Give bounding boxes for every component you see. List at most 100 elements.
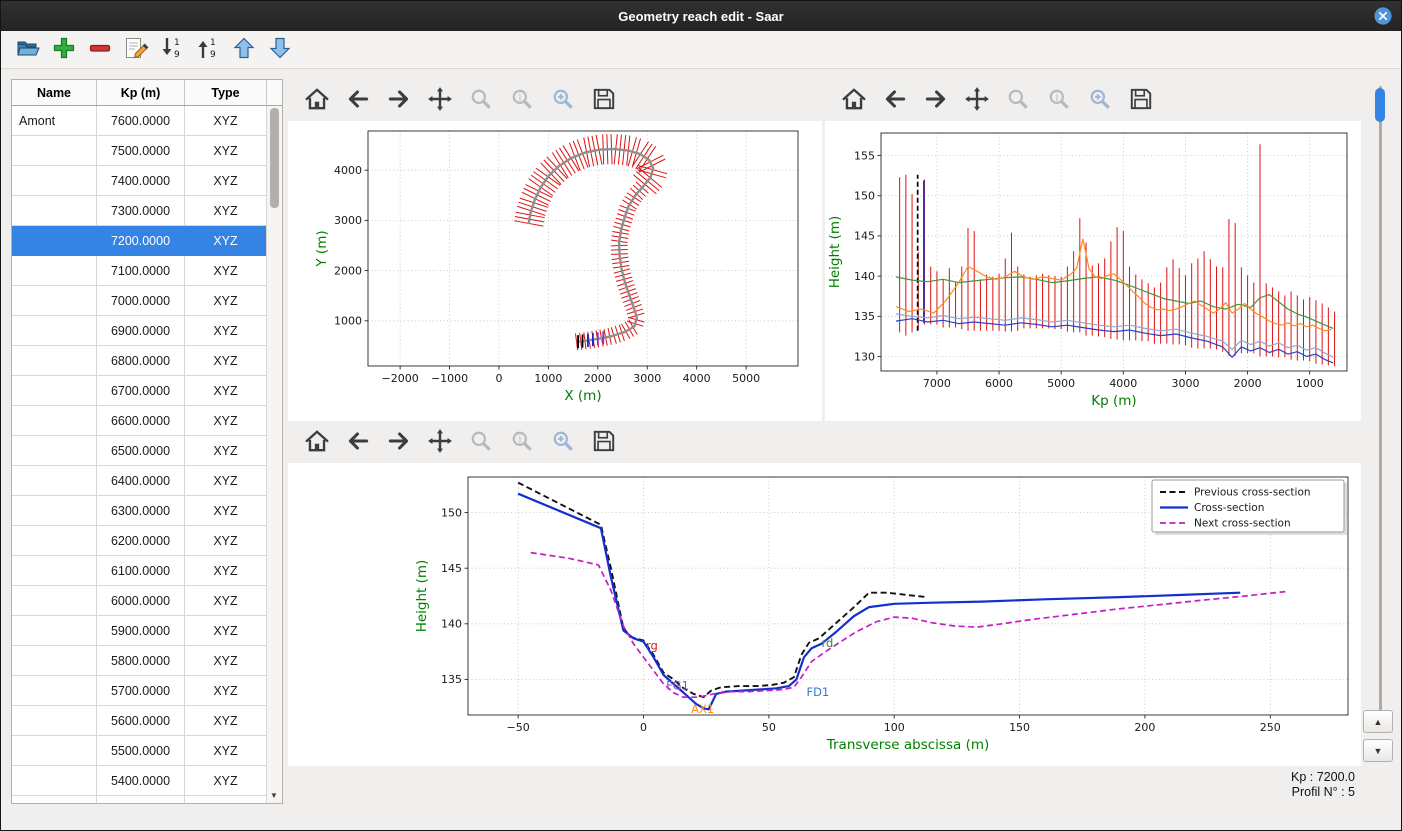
remove-profile-button[interactable] (85, 35, 115, 65)
cell-type[interactable]: XYZ (185, 436, 267, 466)
cell-name[interactable] (12, 586, 97, 616)
cell-name[interactable] (12, 436, 97, 466)
cell-name[interactable] (12, 526, 97, 556)
cell-kp[interactable]: 7200.0000 (97, 226, 185, 256)
zoom-info-button[interactable]: i (509, 87, 535, 113)
cell-kp[interactable]: 7100.0000 (97, 256, 185, 286)
cell-kp[interactable]: 6700.0000 (97, 376, 185, 406)
cell-kp[interactable]: 6500.0000 (97, 436, 185, 466)
cell-name[interactable] (12, 346, 97, 376)
cell-type[interactable]: XYZ (185, 136, 267, 166)
cell-kp[interactable]: 6300.0000 (97, 496, 185, 526)
table-row[interactable]: 6400.0000 XYZ (12, 466, 267, 496)
cell-kp[interactable]: 7000.0000 (97, 286, 185, 316)
table-row[interactable]: 7400.0000 XYZ (12, 166, 267, 196)
pan-button[interactable] (427, 428, 453, 455)
cell-kp[interactable]: 5400.0000 (97, 766, 185, 796)
zoom-button[interactable] (468, 429, 494, 455)
cell-kp[interactable]: 6000.0000 (97, 586, 185, 616)
zoom-rect-button[interactable] (550, 429, 576, 455)
save-button[interactable] (1128, 87, 1154, 113)
add-profile-button[interactable] (49, 35, 79, 65)
cross-section-figure[interactable]: −50 0 50 100 150 200 250 135 140 145 150 Transverse… (288, 463, 1361, 766)
table-row[interactable]: 6600.0000 XYZ (12, 406, 267, 436)
back-button[interactable] (345, 87, 371, 113)
table-row[interactable]: 7500.0000 XYZ (12, 136, 267, 166)
cell-name[interactable] (12, 466, 97, 496)
cell-name[interactable] (12, 676, 97, 706)
table-row[interactable]: 6900.0000 XYZ (12, 316, 267, 346)
cell-name[interactable] (12, 166, 97, 196)
cell-type[interactable]: XYZ (185, 376, 267, 406)
close-button[interactable] (1373, 6, 1393, 26)
table-row[interactable]: 6500.0000 XYZ (12, 436, 267, 466)
zoom-rect-button[interactable] (550, 87, 576, 113)
cell-type[interactable]: XYZ (185, 706, 267, 736)
table-row[interactable]: 7300.0000 XYZ (12, 196, 267, 226)
back-button[interactable] (345, 429, 371, 455)
cell-type[interactable]: XYZ (185, 796, 267, 803)
cell-name[interactable] (12, 796, 97, 803)
forward-button[interactable] (923, 87, 949, 113)
table-row[interactable]: 6800.0000 XYZ (12, 346, 267, 376)
cell-type[interactable]: XYZ (185, 766, 267, 796)
cell-kp[interactable]: 6600.0000 (97, 406, 185, 436)
cell-type[interactable]: XYZ (185, 196, 267, 226)
open-file-button[interactable] (13, 35, 43, 65)
cell-kp[interactable]: 5900.0000 (97, 616, 185, 646)
cell-kp[interactable]: 7400.0000 (97, 166, 185, 196)
table-row[interactable]: 5800.0000 XYZ (12, 646, 267, 676)
table-row[interactable]: 5500.0000 XYZ (12, 736, 267, 766)
cell-name[interactable] (12, 766, 97, 796)
home-button[interactable] (841, 87, 867, 113)
cell-type[interactable]: XYZ (185, 466, 267, 496)
cell-kp[interactable]: 7300.0000 (97, 196, 185, 226)
vertical-slider-track[interactable] (1379, 86, 1382, 711)
profile-up-button[interactable]: ▲ (1363, 710, 1393, 733)
pan-button[interactable] (427, 86, 453, 113)
cell-name[interactable] (12, 496, 97, 526)
cell-name[interactable] (12, 376, 97, 406)
cell-type[interactable]: XYZ (185, 556, 267, 586)
column-header-type[interactable]: Type (185, 80, 267, 105)
cell-kp[interactable]: 6400.0000 (97, 466, 185, 496)
table-scroll-down-icon[interactable]: ▼ (270, 791, 278, 800)
longitudinal-figure[interactable]: 7000 6000 5000 4000 3000 2000 1000 130 135 140 145… (825, 121, 1361, 421)
cell-type[interactable]: XYZ (185, 736, 267, 766)
cell-name[interactable] (12, 226, 97, 256)
cell-name[interactable] (12, 736, 97, 766)
table-scrollbar-thumb[interactable] (270, 108, 279, 208)
cell-type[interactable]: XYZ (185, 496, 267, 526)
edit-profile-button[interactable] (121, 35, 151, 65)
table-row[interactable]: 5400.0000 XYZ (12, 766, 267, 796)
zoom-button[interactable] (1005, 87, 1031, 113)
table-row[interactable]: 5900.0000 XYZ (12, 616, 267, 646)
plan-view-figure[interactable]: −2000 −1000 0 1000 2000 3000 4000 5000 1000 2000 3… (288, 121, 822, 421)
save-button[interactable] (591, 87, 617, 113)
table-row[interactable]: 5700.0000 XYZ (12, 676, 267, 706)
cell-name[interactable] (12, 706, 97, 736)
cell-kp[interactable]: 7600.0000 (97, 106, 185, 136)
move-down-button[interactable] (265, 35, 295, 65)
cell-type[interactable]: XYZ (185, 586, 267, 616)
cell-kp[interactable]: 6900.0000 (97, 316, 185, 346)
cell-kp[interactable]: 5700.0000 (97, 676, 185, 706)
pan-button[interactable] (964, 86, 990, 113)
cell-type[interactable]: XYZ (185, 616, 267, 646)
cell-kp[interactable]: 6200.0000 (97, 526, 185, 556)
cell-type[interactable]: XYZ (185, 406, 267, 436)
table-row[interactable]: 6000.0000 XYZ (12, 586, 267, 616)
cell-kp[interactable]: 6100.0000 (97, 556, 185, 586)
cell-type[interactable]: XYZ (185, 526, 267, 556)
table-row[interactable]: 6300.0000 XYZ (12, 496, 267, 526)
cell-kp[interactable]: 6800.0000 (97, 346, 185, 376)
cell-kp[interactable]: 5800.0000 (97, 646, 185, 676)
cell-name[interactable] (12, 616, 97, 646)
forward-button[interactable] (386, 87, 412, 113)
home-button[interactable] (304, 429, 330, 455)
cell-type[interactable]: XYZ (185, 676, 267, 706)
cell-name[interactable] (12, 556, 97, 586)
cell-type[interactable]: XYZ (185, 646, 267, 676)
